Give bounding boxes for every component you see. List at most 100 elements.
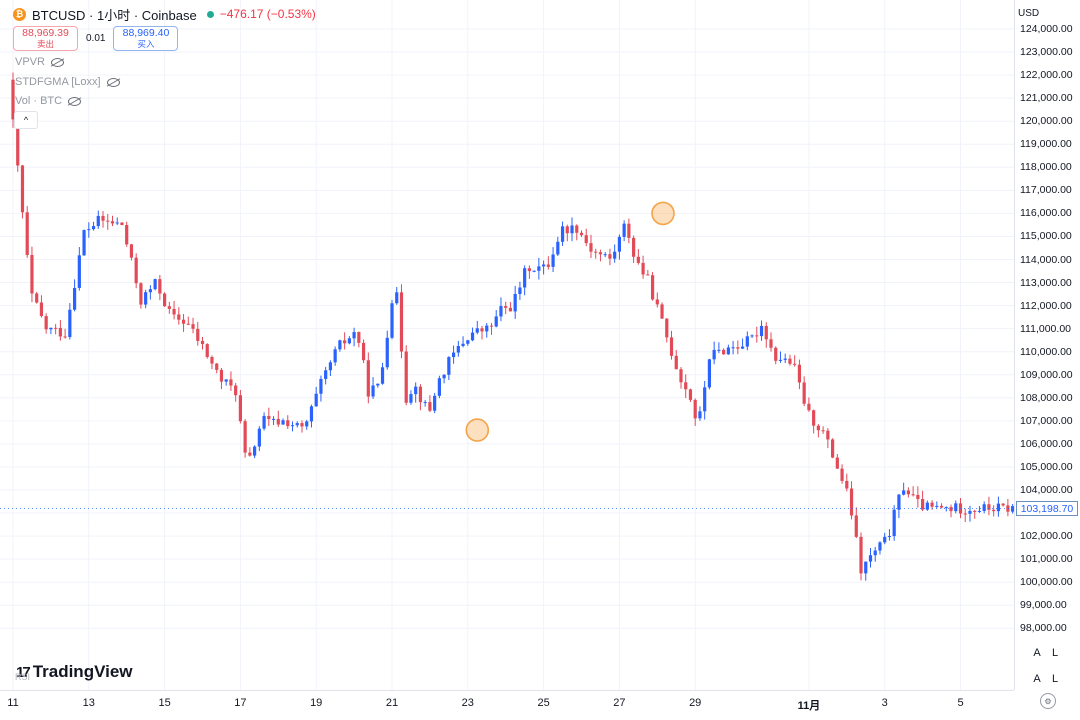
indicator-vpvr[interactable]: VPVR [15,56,64,68]
eye-hidden-icon[interactable] [106,77,120,87]
candle-body [380,367,385,384]
currency-label[interactable]: USD [1018,7,1040,19]
candle-body [91,226,96,230]
candlestick-chart[interactable] [0,0,1014,690]
price-tick-label: 124,000.00 [1020,23,1073,35]
candle-body [641,262,645,275]
candle-body [849,488,854,516]
candle-body [96,215,100,227]
price-tick-label: 105,000.00 [1020,460,1073,473]
candle-body [106,220,110,222]
candle-body [802,382,806,404]
candle-body [58,327,62,337]
symbol-header[interactable]: ₿ BTCUSD · 1小时 · Coinbase −476.17 (−0.53… [13,5,316,23]
candle-body [518,287,522,294]
log-scale-button[interactable]: L [1051,647,1059,659]
candle-body [409,394,413,403]
candle-body [20,165,25,213]
price-tick-label: 117,000.00 [1020,184,1072,197]
sell-button[interactable]: 88,969.39 卖出 [13,26,78,51]
candle-body [314,393,318,407]
price-tick-label: 111,000.00 [1020,322,1071,335]
candle-body [935,505,939,507]
log-scale-button-2[interactable]: L [1051,673,1059,685]
candle-body [546,264,550,267]
collapse-indicators-button[interactable]: ^ [14,111,38,129]
auto-scale-button-2[interactable]: A [1033,673,1041,685]
candle-body [589,243,593,252]
candle-body [570,225,574,234]
candle-body [238,395,242,422]
candle-body [712,349,716,360]
price-tick-label: 115,000.00 [1020,230,1072,243]
candle-body [451,352,456,358]
candle-body [480,328,484,332]
candle-body [698,411,702,419]
candle-body [963,513,967,515]
market-open-dot-icon [206,10,214,18]
candle-body [854,515,858,537]
auto-scale-button[interactable]: A [1033,647,1041,659]
time-tick-label: 5 [957,697,964,709]
candle-body [243,421,247,453]
candle-body [347,338,351,344]
symbol-title[interactable]: BTCUSD · 1小时 · Coinbase [32,7,197,23]
candle-body [120,222,124,226]
candle-body [523,268,527,288]
buy-button[interactable]: 88,969.40 买入 [113,26,179,51]
candle-body [826,430,830,440]
candle-body [982,504,986,511]
chart-settings-icon[interactable]: ⚙ [1040,693,1056,709]
candle-body [390,303,394,338]
candle-body [210,356,214,364]
indicator-stdfgma[interactable]: STDFGMA [Loxx] [15,76,120,88]
candle-body [603,254,607,256]
candle-body [584,235,588,244]
sell-price: 88,969.39 [22,26,69,39]
candle-body [219,369,224,382]
candle-body [395,292,399,304]
candle-body [693,399,697,419]
candle-body [513,293,517,312]
candle-body [627,223,631,238]
candle-body [939,505,944,508]
candle-body [466,340,470,344]
candle-body [414,386,418,395]
candle-body [167,306,171,309]
candle-body [489,325,494,327]
candle-body [343,340,347,344]
tradingview-logo[interactable]: 17 TradingView [16,662,133,682]
price-tick-label: 120,000.00 [1020,115,1073,128]
eye-hidden-icon[interactable] [68,96,82,106]
candle-body [153,279,157,290]
candle-body [840,468,844,481]
time-axis[interactable]: 11 13 15 17 19 21 23 25 27 29 11月 3 5 [0,690,1014,720]
price-axis[interactable]: 124,000.00 123,000.00 122,000.00 121,000.00… [1014,0,1080,690]
price-tick-label: 110,000.00 [1020,345,1072,358]
eye-hidden-icon[interactable] [50,57,64,67]
candle-body [271,418,276,420]
candle-body [44,316,48,330]
sell-label: 卖出 [36,38,54,49]
spread-value: 0.01 [86,33,106,44]
candle-body [594,251,598,253]
price-tick-label: 101,000.00 [1020,553,1073,566]
candle-body [82,230,86,256]
chart-area[interactable] [0,0,1014,690]
indicator-volume[interactable]: Vol · BTC [15,95,82,107]
candle-body [973,510,977,512]
candle-body [499,306,503,317]
candle-body [887,536,892,538]
candle-body [281,420,285,425]
price-tick-label: 113,000.00 [1020,276,1072,289]
candle-body [797,364,802,383]
time-tick-label: 27 [613,697,626,709]
candle-body [447,357,451,375]
candle-body [181,319,186,324]
candle-body [328,362,333,371]
candle-body [504,306,508,308]
candle-body [158,279,162,294]
candle-body [262,415,266,429]
candle-body [527,268,531,272]
price-tick-label: 98,000.00 [1020,622,1067,635]
